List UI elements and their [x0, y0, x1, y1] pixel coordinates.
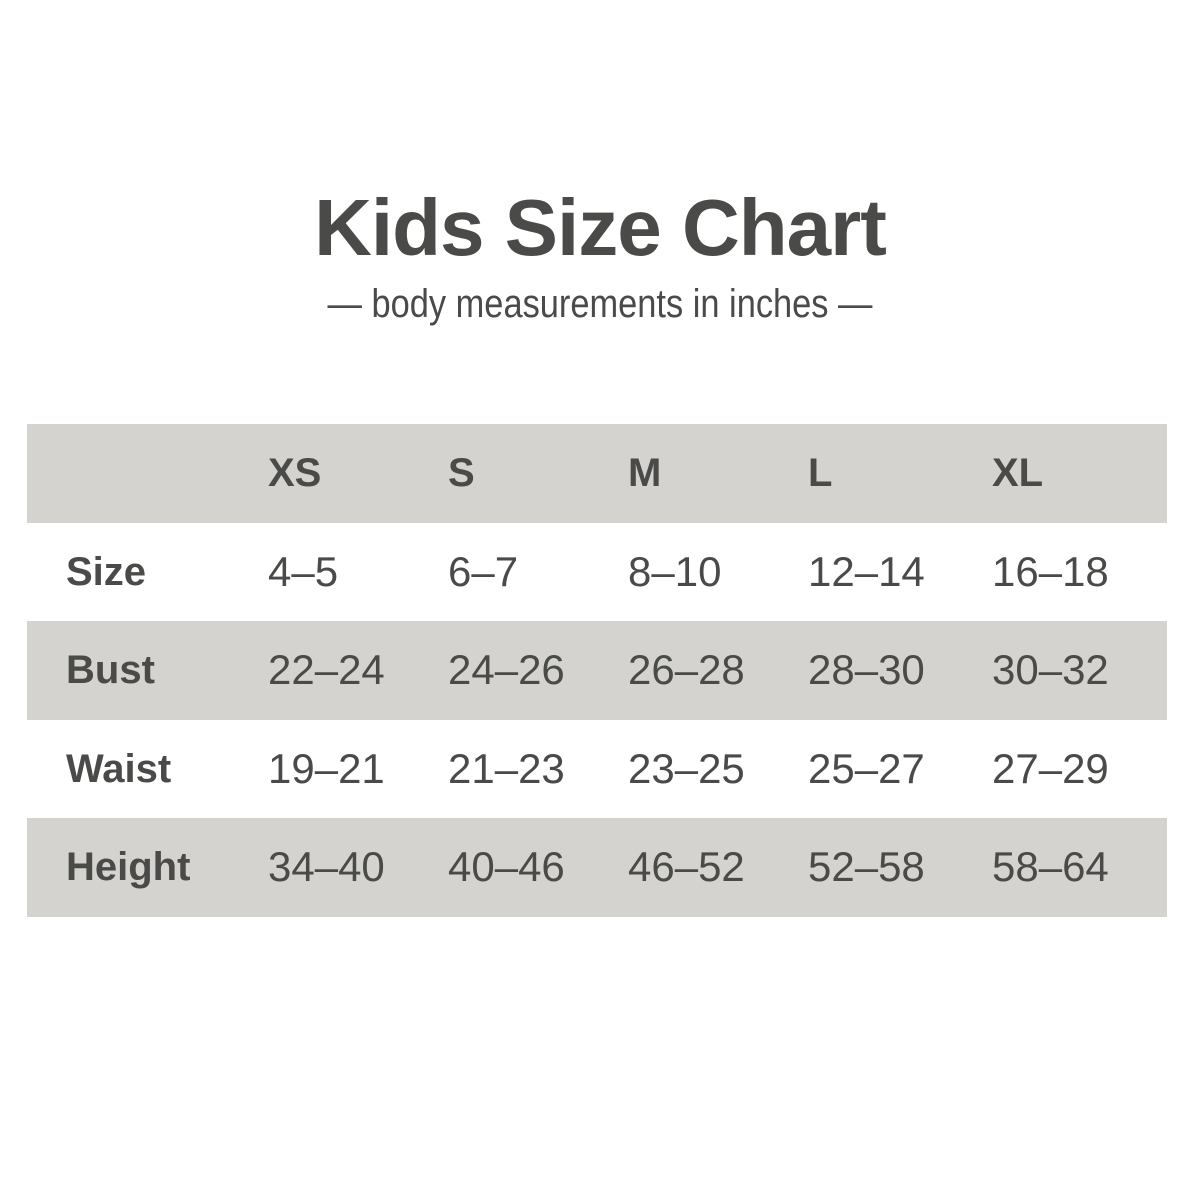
table-cell: 12–14	[808, 547, 925, 595]
table-cell: 24–26	[448, 646, 565, 693]
row-label: Waist	[66, 746, 172, 791]
table-cell: 58–64	[992, 843, 1109, 890]
table-cell: 19–21	[268, 744, 385, 792]
table-cell: 23–25	[628, 744, 745, 792]
row-label: Bust	[66, 648, 155, 692]
table-row: Waist 19–21 21–23 23–25 25–27 27–29	[27, 720, 1167, 819]
table-cell: 26–28	[628, 646, 745, 693]
table-cell: 28–30	[808, 646, 925, 693]
table-cell: 30–32	[992, 646, 1109, 693]
column-header: XS	[268, 451, 322, 495]
table-cell: 40–46	[448, 843, 565, 890]
table-cell: 46–52	[628, 843, 745, 890]
row-label: Height	[66, 845, 191, 889]
column-header: S	[448, 451, 475, 495]
table-cell: 52–58	[808, 843, 925, 890]
table-cell: 34–40	[268, 843, 385, 890]
table-row: Size 4–5 6–7 8–10 12–14 16–18	[27, 523, 1167, 622]
chart-subtitle: — body measurements in inches —	[327, 282, 873, 326]
table-row: Height 34–40 40–46 46–52 52–58 58–64	[27, 818, 1167, 917]
table-cell: 21–23	[448, 744, 565, 792]
table-cell: 4–5	[268, 547, 339, 595]
size-table: XS S M L XL Size 4–5 6–7 8–10 12–14 16–18 Bust 22–24…	[27, 424, 1167, 917]
table-cell: 27–29	[992, 744, 1109, 792]
row-label: Size	[66, 549, 147, 594]
table-cell: 22–24	[268, 646, 385, 693]
table-row: Bust 22–24 24–26 26–28 28–30 30–32	[27, 621, 1167, 720]
header-row: XS S M L XL	[27, 424, 1167, 523]
chart-title: Kids Size Chart	[314, 183, 887, 272]
table-cell: 16–18	[992, 547, 1109, 595]
column-header: M	[628, 451, 662, 495]
table-cell: 6–7	[448, 547, 519, 595]
table-cell: 25–27	[808, 744, 925, 792]
table-cell: 8–10	[628, 547, 722, 595]
column-header: XL	[992, 451, 1044, 495]
column-header: L	[808, 451, 833, 495]
